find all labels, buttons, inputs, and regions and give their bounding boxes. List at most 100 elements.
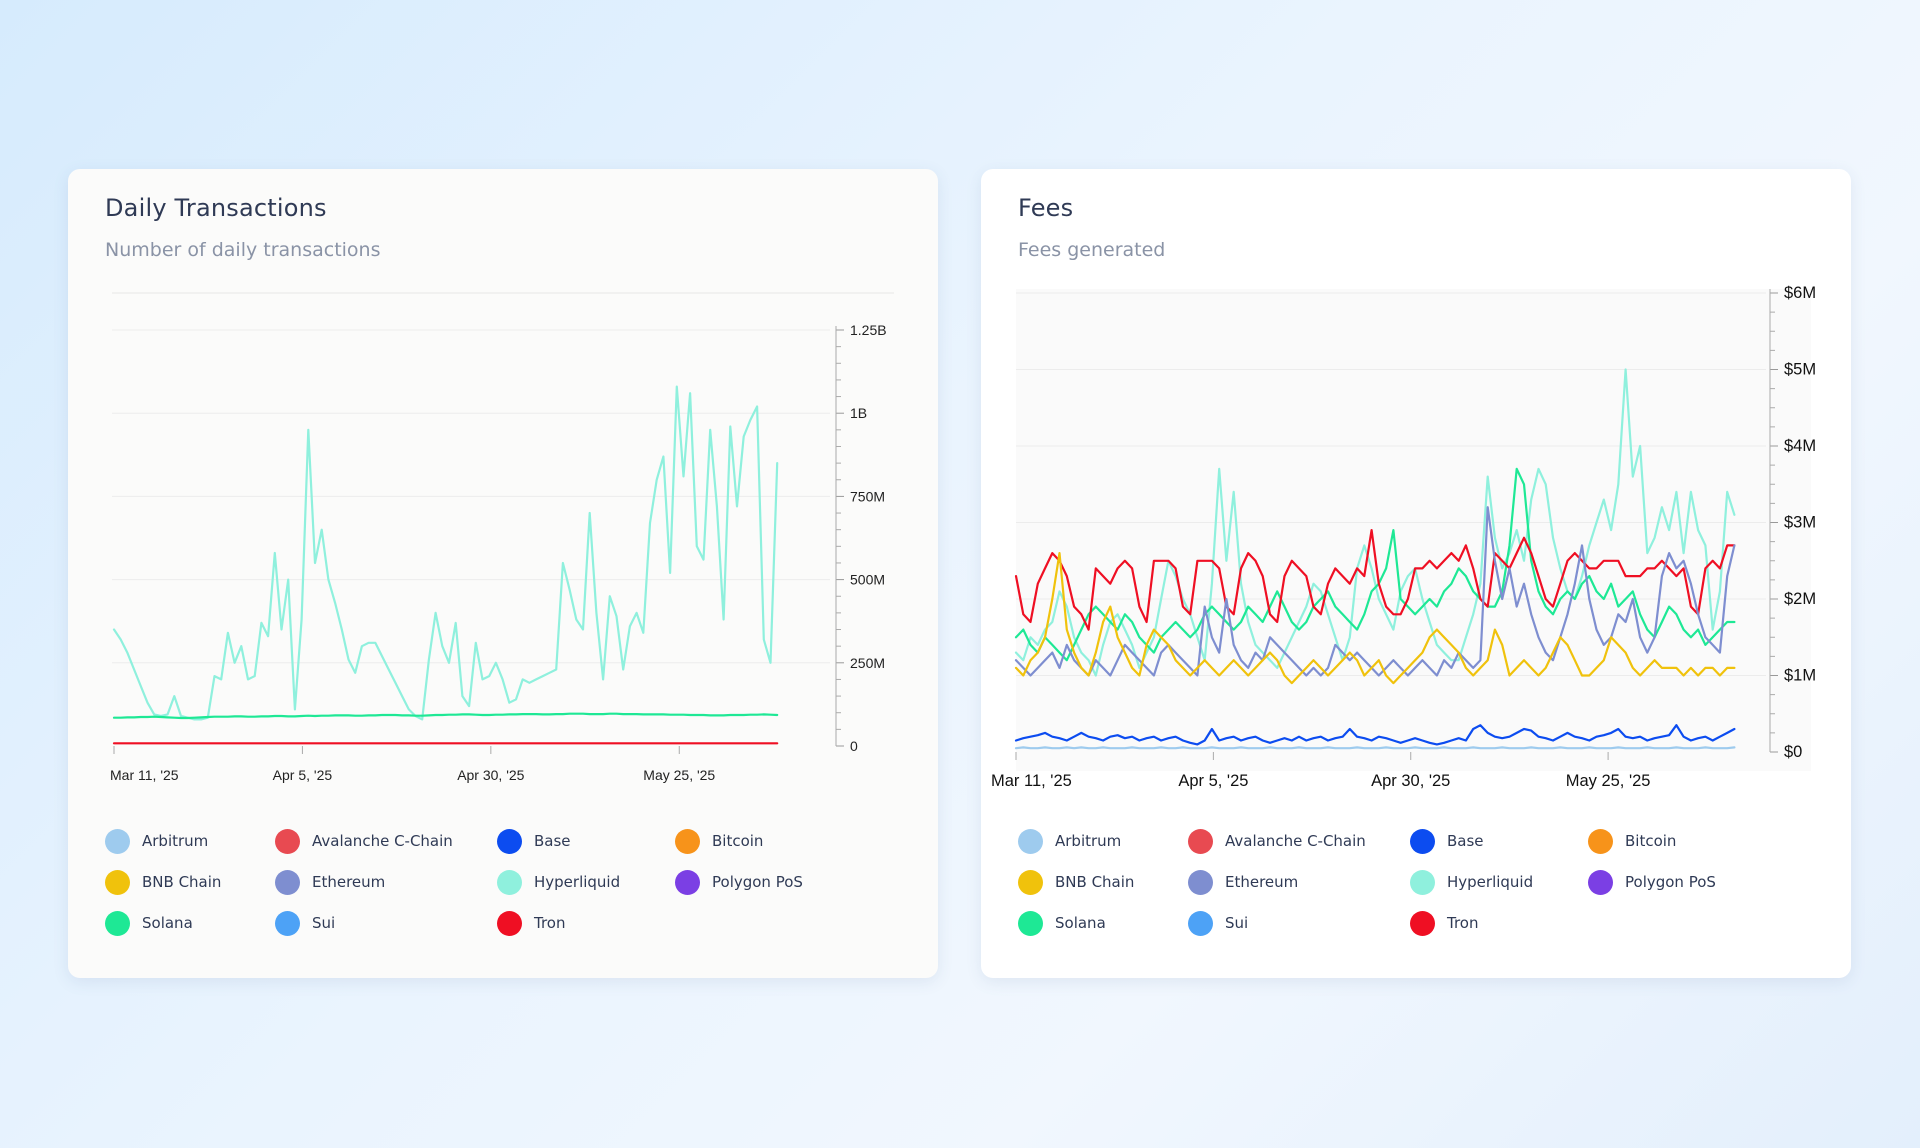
plot-background	[112, 293, 894, 753]
x-tick-label: Mar 11, '25	[991, 772, 1072, 790]
legend-item-polygon[interactable]: Polygon PoS	[1588, 869, 1788, 895]
legend-label: Ethereum	[1225, 873, 1299, 891]
legend-swatch	[497, 869, 522, 895]
legend-label: BNB Chain	[1055, 873, 1135, 891]
legend-item-tron[interactable]: Tron	[1410, 910, 1588, 936]
y-tick-label: $4M	[1784, 437, 1816, 455]
series-line-tron[interactable]	[1014, 529, 1736, 631]
x-tick-label: Apr 5, '25	[1178, 772, 1248, 790]
legend-swatch	[275, 869, 300, 895]
legend-item-hyperliquid[interactable]: Hyperliquid	[1410, 869, 1588, 895]
y-tick-label: $3M	[1784, 514, 1816, 532]
legend-item-arbitrum[interactable]: Arbitrum	[105, 828, 275, 854]
legend-item-bitcoin[interactable]: Bitcoin	[1588, 828, 1788, 854]
legend-label: Hyperliquid	[1447, 873, 1534, 891]
legend-swatch	[1410, 910, 1435, 936]
legend-label: Tron	[534, 914, 566, 932]
fees-chart: $0 $1M $2M $3M $4M $5M $6M Mar 11, '25 Apr 5, '2…	[991, 284, 1816, 790]
legend-item-avalanche[interactable]: Avalanche C-Chain	[275, 828, 497, 854]
legend-label: Solana	[142, 914, 193, 932]
legend-swatch	[497, 828, 522, 854]
legend-swatch	[1588, 869, 1613, 895]
series-line-solana[interactable]	[112, 712, 779, 720]
legend-item-polygon[interactable]: Polygon PoS	[675, 869, 875, 895]
legend-swatch	[275, 910, 300, 936]
legend-swatch	[1018, 869, 1043, 895]
legend-swatch	[675, 869, 700, 895]
legend-item-base[interactable]: Base	[497, 828, 675, 854]
legend-swatch	[675, 828, 700, 854]
legend-label: Arbitrum	[142, 832, 209, 850]
legend-swatch	[105, 910, 130, 936]
legend-swatch	[1188, 910, 1213, 936]
series-line-arbitrum[interactable]	[1014, 746, 1736, 750]
legend-swatch	[1410, 828, 1435, 854]
legend: Arbitrum Avalanche C-Chain Base Bitcoin …	[105, 828, 905, 936]
legend-swatch	[1018, 828, 1043, 854]
legend-label: Avalanche C-Chain	[312, 832, 453, 850]
x-tick-label: May 25, '25	[643, 767, 715, 783]
fees-card: $0 $1M $2M $3M $4M $5M $6M Mar 11, '25 Apr 5, '2…	[981, 169, 1851, 978]
series-line-solana[interactable]	[1014, 467, 1736, 662]
plot-background	[1016, 289, 1811, 771]
y-tick-label: $5M	[1784, 361, 1816, 379]
y-tick-label: 0	[850, 738, 858, 754]
series-line-hyperliquid[interactable]	[112, 385, 779, 721]
legend-label: Sui	[312, 914, 336, 932]
legend-swatch	[1188, 869, 1213, 895]
x-tick-label: Apr 30, '25	[457, 767, 524, 783]
y-tick-label: 750M	[850, 488, 885, 504]
legend-item-hyperliquid[interactable]: Hyperliquid	[497, 869, 675, 895]
legend-label: Arbitrum	[1055, 832, 1122, 850]
y-tick-label: 1.25B	[850, 322, 887, 338]
legend-item-solana[interactable]: Solana	[105, 910, 275, 936]
legend-item-base[interactable]: Base	[1410, 828, 1588, 854]
x-tick-label: Apr 30, '25	[1371, 772, 1450, 790]
legend-swatch	[105, 869, 130, 895]
legend-item-bnb-chain[interactable]: BNB Chain	[105, 869, 275, 895]
legend-label: Bitcoin	[712, 832, 764, 850]
legend-label: Avalanche C-Chain	[1225, 832, 1366, 850]
legend-item-ethereum[interactable]: Ethereum	[1188, 869, 1410, 895]
series-line-base[interactable]	[1014, 724, 1736, 746]
legend-item-ethereum[interactable]: Ethereum	[275, 869, 497, 895]
y-tick-label: 1B	[850, 405, 867, 421]
legend-label: BNB Chain	[142, 873, 222, 891]
legend-label: Base	[1447, 832, 1484, 850]
legend: Arbitrum Avalanche C-Chain Base Bitcoin …	[1018, 828, 1818, 936]
legend-label: Base	[534, 832, 571, 850]
legend-swatch	[1410, 869, 1435, 895]
legend-swatch	[105, 828, 130, 854]
legend-label: Bitcoin	[1625, 832, 1677, 850]
legend-label: Polygon PoS	[1625, 873, 1716, 891]
legend-swatch	[497, 910, 522, 936]
series-line-ethereum[interactable]	[1014, 506, 1736, 677]
x-tick-label: May 25, '25	[1566, 772, 1651, 790]
chart-title: Daily Transactions	[105, 194, 327, 222]
y-tick-label: 500M	[850, 572, 885, 588]
legend-label: Hyperliquid	[534, 873, 621, 891]
y-tick-label: $2M	[1784, 590, 1816, 608]
chart-subtitle: Number of daily transactions	[105, 239, 381, 261]
y-tick-label: $0	[1784, 743, 1802, 761]
legend-item-tron[interactable]: Tron	[497, 910, 675, 936]
legend-item-sui[interactable]: Sui	[1188, 910, 1410, 936]
legend-item-arbitrum[interactable]: Arbitrum	[1018, 828, 1188, 854]
legend-item-avalanche[interactable]: Avalanche C-Chain	[1188, 828, 1410, 854]
y-tick-label: $6M	[1784, 284, 1816, 302]
legend-label: Sui	[1225, 914, 1249, 932]
legend-swatch	[1588, 828, 1613, 854]
chart-title: Fees	[1018, 194, 1074, 222]
legend-label: Solana	[1055, 914, 1106, 932]
legend-item-sui[interactable]: Sui	[275, 910, 497, 936]
legend-label: Polygon PoS	[712, 873, 803, 891]
legend-swatch	[1188, 828, 1213, 854]
y-tick-label: $1M	[1784, 667, 1816, 685]
legend-item-solana[interactable]: Solana	[1018, 910, 1188, 936]
legend-item-bitcoin[interactable]: Bitcoin	[675, 828, 875, 854]
legend-label: Tron	[1447, 914, 1479, 932]
series-line-bnb-chain[interactable]	[1014, 552, 1736, 685]
legend-swatch	[275, 828, 300, 854]
legend-item-bnb-chain[interactable]: BNB Chain	[1018, 869, 1188, 895]
x-tick-label: Apr 5, '25	[273, 767, 333, 783]
